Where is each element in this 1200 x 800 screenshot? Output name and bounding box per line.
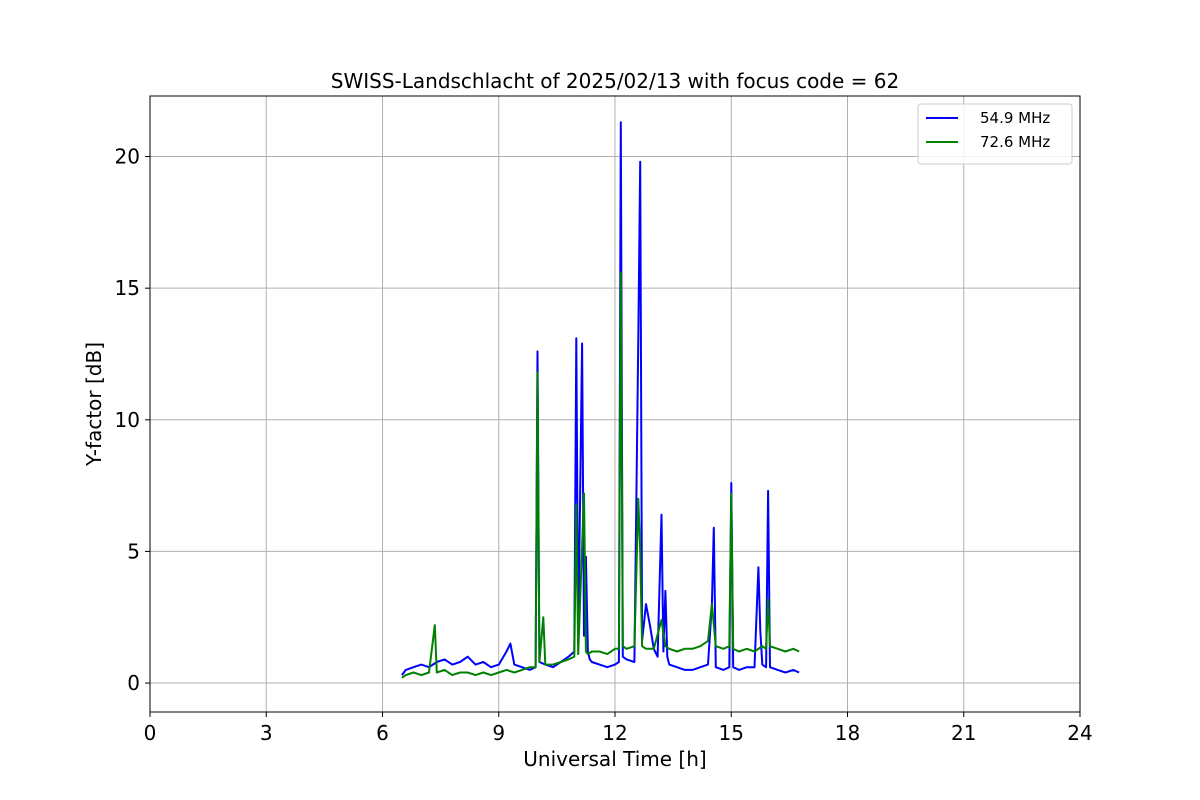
x-tick-label: 9 [492,721,505,745]
legend-label-1: 54.9 MHz [980,109,1050,127]
x-tick-label: 24 [1067,721,1092,745]
x-tick-label: 3 [260,721,273,745]
x-tick-label: 0 [144,721,157,745]
series-line-2 [401,271,800,679]
y-tick-label: 15 [115,276,140,300]
x-tick-label: 15 [719,721,744,745]
x-tick-label: 12 [602,721,627,745]
y-axis-label: Y-factor [dB] [82,342,106,467]
x-tick-label: 18 [835,721,860,745]
series-layer [401,121,800,679]
legend-label-2: 72.6 MHz [980,133,1050,151]
x-axis-label: Universal Time [h] [523,747,706,771]
y-tick-label: 20 [115,145,140,169]
y-tick-label: 0 [127,671,140,695]
legend: 54.9 MHz 72.6 MHz [917,103,1073,165]
chart-title: SWISS-Landschlacht of 2025/02/13 with fo… [331,69,899,93]
x-tick-label: 6 [376,721,389,745]
ticks: 0 3 6 9 12 15 18 21 24 0 5 10 15 20 [115,145,1093,745]
x-tick-label: 21 [951,721,976,745]
y-tick-label: 10 [115,408,140,432]
y-tick-label: 5 [127,539,140,563]
